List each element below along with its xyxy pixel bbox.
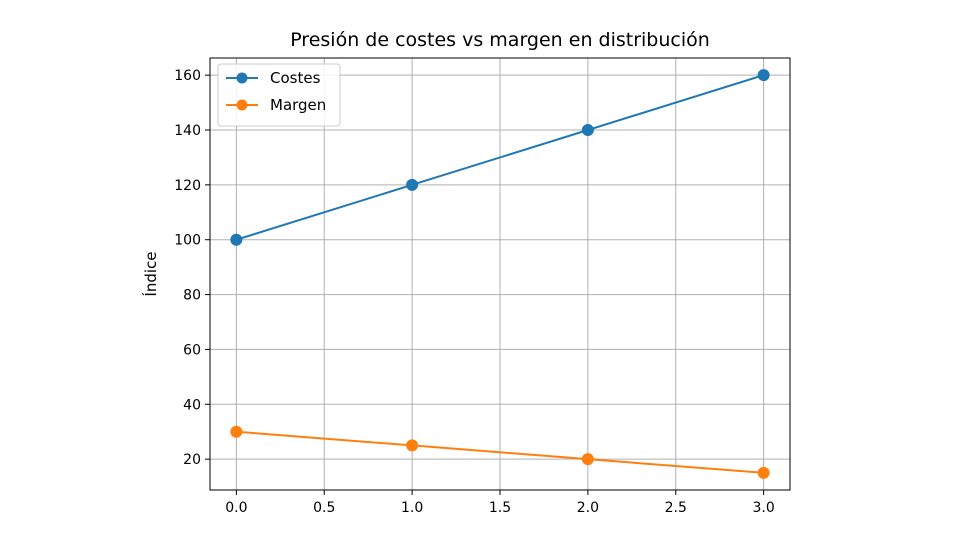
x-tick-label: 0.5: [313, 500, 335, 516]
y-axis-label: Índice: [141, 251, 160, 296]
series-line-costes: [236, 74, 764, 241]
y-tick-label: 120: [174, 178, 201, 194]
data-point-costes: [581, 124, 594, 136]
y-tick-label: 40: [183, 397, 201, 413]
legend: Costes Margen: [217, 63, 341, 127]
chart-title: Presión de costes vs margen en distribuc…: [290, 29, 710, 51]
ticks: 0.0 0.5 1.0 1.5 2.0 2.5 3.0 20 40 60 80 100 120 140 16…: [174, 68, 775, 516]
legend-marker: [236, 99, 248, 111]
y-tick-label: 100: [174, 233, 201, 249]
x-tick-label: 2.0: [577, 500, 599, 516]
legend-item-margen: Margen: [226, 96, 326, 114]
series-margen: [230, 425, 770, 479]
series-line-margen: [236, 430, 764, 474]
data-point-costes: [406, 178, 419, 191]
y-tick-label: 160: [174, 68, 201, 84]
series-costes: [230, 69, 770, 246]
y-tick-label: 80: [183, 288, 201, 304]
y-tick-label: 60: [183, 342, 201, 358]
x-tick-label: 1.0: [401, 500, 423, 516]
data-point-costes: [230, 233, 243, 246]
data-point-costes: [757, 69, 770, 82]
legend-label: Margen: [270, 96, 326, 114]
y-tick-label: 20: [183, 452, 201, 468]
y-tick-label: 140: [174, 123, 201, 139]
series: [230, 69, 770, 479]
legend-label: Costes: [270, 69, 321, 87]
legend-box: [217, 63, 341, 127]
grid: [210, 58, 790, 490]
data-point-margen: [581, 453, 594, 466]
x-tick-label: 3.0: [753, 500, 775, 516]
legend-marker: [236, 72, 248, 84]
x-tick-label: 2.5: [665, 500, 687, 516]
legend-item-costes: Costes: [226, 69, 321, 87]
data-point-margen: [757, 466, 770, 479]
x-tick-label: 1.5: [489, 500, 511, 516]
x-tick-label: 0.0: [225, 500, 247, 516]
data-point-margen: [230, 425, 243, 438]
data-point-margen: [406, 439, 419, 452]
